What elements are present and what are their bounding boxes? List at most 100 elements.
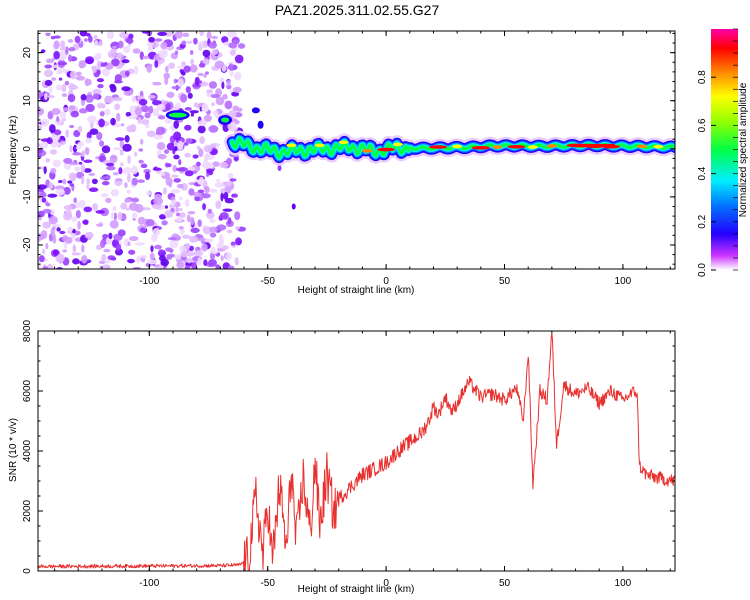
noise-speckle: [197, 219, 202, 228]
snr-y-tick-label: 6000: [22, 379, 33, 402]
noise-speckle: [131, 177, 138, 186]
noise-speckle: [148, 36, 156, 43]
noise-speckle: [74, 35, 81, 44]
noise-speckle: [160, 41, 168, 50]
transition-blob: [251, 107, 260, 114]
noise-speckle: [204, 185, 210, 194]
noise-speckle: [100, 239, 106, 249]
noise-speckle: [59, 46, 67, 51]
noise-speckle: [58, 77, 63, 81]
noise-speckle: [125, 70, 130, 77]
noise-speckle: [117, 211, 123, 221]
noise-speckle: [167, 237, 177, 241]
noise-speckle: [77, 141, 85, 147]
noise-speckle: [137, 116, 142, 125]
noise-speckle: [173, 201, 181, 208]
noise-speckle: [62, 178, 67, 185]
noise-speckle: [74, 166, 81, 172]
noise-speckle: [209, 226, 218, 233]
noise-speckle: [228, 63, 234, 71]
noise-speckle: [221, 36, 229, 44]
noise-speckle: [146, 64, 152, 73]
noise-speckle: [101, 180, 110, 186]
noise-speckle: [65, 129, 69, 138]
noise-speckle: [65, 209, 72, 218]
noise-speckle: [170, 174, 179, 178]
noise-speckle: [104, 108, 111, 116]
noise-speckle: [64, 80, 70, 86]
noise-speckle: [164, 76, 169, 86]
noise-speckle: [178, 159, 182, 166]
spectrogram-x-tick-label: 100: [615, 276, 632, 287]
noise-speckle: [159, 51, 167, 59]
noise-speckle: [53, 50, 60, 60]
noise-speckle: [100, 176, 107, 180]
noise-speckle: [80, 94, 87, 101]
noise-speckle: [38, 90, 43, 99]
noise-speckle: [115, 178, 123, 182]
noise-speckle: [211, 102, 215, 107]
noise-speckle: [187, 211, 196, 215]
noise-speckle: [121, 59, 130, 64]
noise-speckle: [95, 223, 104, 227]
noise-speckle: [105, 197, 112, 204]
noise-speckle: [197, 125, 206, 134]
noise-speckle: [55, 253, 65, 263]
noise-speckle: [232, 86, 242, 93]
noise-speckle: [134, 152, 138, 157]
noise-speckle: [211, 49, 219, 55]
noise-speckle: [139, 51, 144, 60]
spectrogram-y-ticks: -20 -10 0 10 20: [22, 32, 675, 265]
noise-speckle: [63, 157, 73, 164]
noise-speckle: [85, 103, 95, 113]
ridge-hotspot: [636, 144, 647, 149]
noise-speckle: [155, 126, 166, 135]
noise-speckle: [96, 102, 104, 109]
noise-speckle: [166, 91, 175, 98]
noise-speckle: [205, 173, 210, 177]
noise-speckle: [98, 260, 106, 265]
noise-speckle: [67, 54, 73, 62]
noise-speckle: [112, 172, 119, 176]
noise-speckle: [234, 211, 241, 221]
ridge-hotspot: [507, 144, 526, 149]
noise-speckle: [44, 79, 53, 86]
noise-speckle: [207, 208, 212, 214]
noise-speckle: [206, 211, 215, 220]
noise-speckle: [230, 241, 236, 246]
noise-speckle: [83, 168, 92, 173]
noise-speckle: [43, 166, 47, 175]
noise-speckle: [157, 31, 168, 37]
noise-speckle: [184, 242, 191, 250]
noise-speckle: [229, 89, 234, 94]
noise-speckle: [49, 124, 56, 134]
noise-speckle: [62, 249, 68, 253]
noise-speckle: [124, 198, 132, 203]
noise-speckle: [87, 115, 97, 123]
colorbar-ticks: 0.0 0.2 0.4 0.6 0.8: [697, 28, 738, 277]
noise-speckle: [126, 189, 132, 194]
noise-speckle: [138, 98, 148, 106]
noise-speckle: [134, 203, 144, 213]
noise-speckle: [38, 184, 47, 190]
noise-speckle: [186, 257, 193, 264]
noise-speckle: [70, 110, 80, 118]
noise-speckle: [109, 154, 118, 164]
noise-speckle: [192, 191, 202, 197]
ridge-hotspot: [546, 144, 557, 148]
noise-speckle: [83, 159, 93, 163]
noise-speckle: [181, 61, 186, 67]
noise-speckle: [128, 249, 136, 255]
noise-speckle: [223, 191, 229, 200]
noise-speckle: [196, 145, 201, 150]
noise-speckle: [203, 144, 213, 153]
noise-speckle: [147, 259, 158, 265]
noise-speckle: [140, 138, 144, 145]
early-tone-core: [168, 112, 187, 118]
noise-speckle: [172, 131, 182, 141]
noise-speckle: [137, 216, 146, 226]
noise-speckle: [73, 159, 78, 164]
noise-speckle: [154, 38, 163, 42]
noise-speckle: [98, 155, 107, 163]
noise-speckle: [173, 120, 180, 129]
